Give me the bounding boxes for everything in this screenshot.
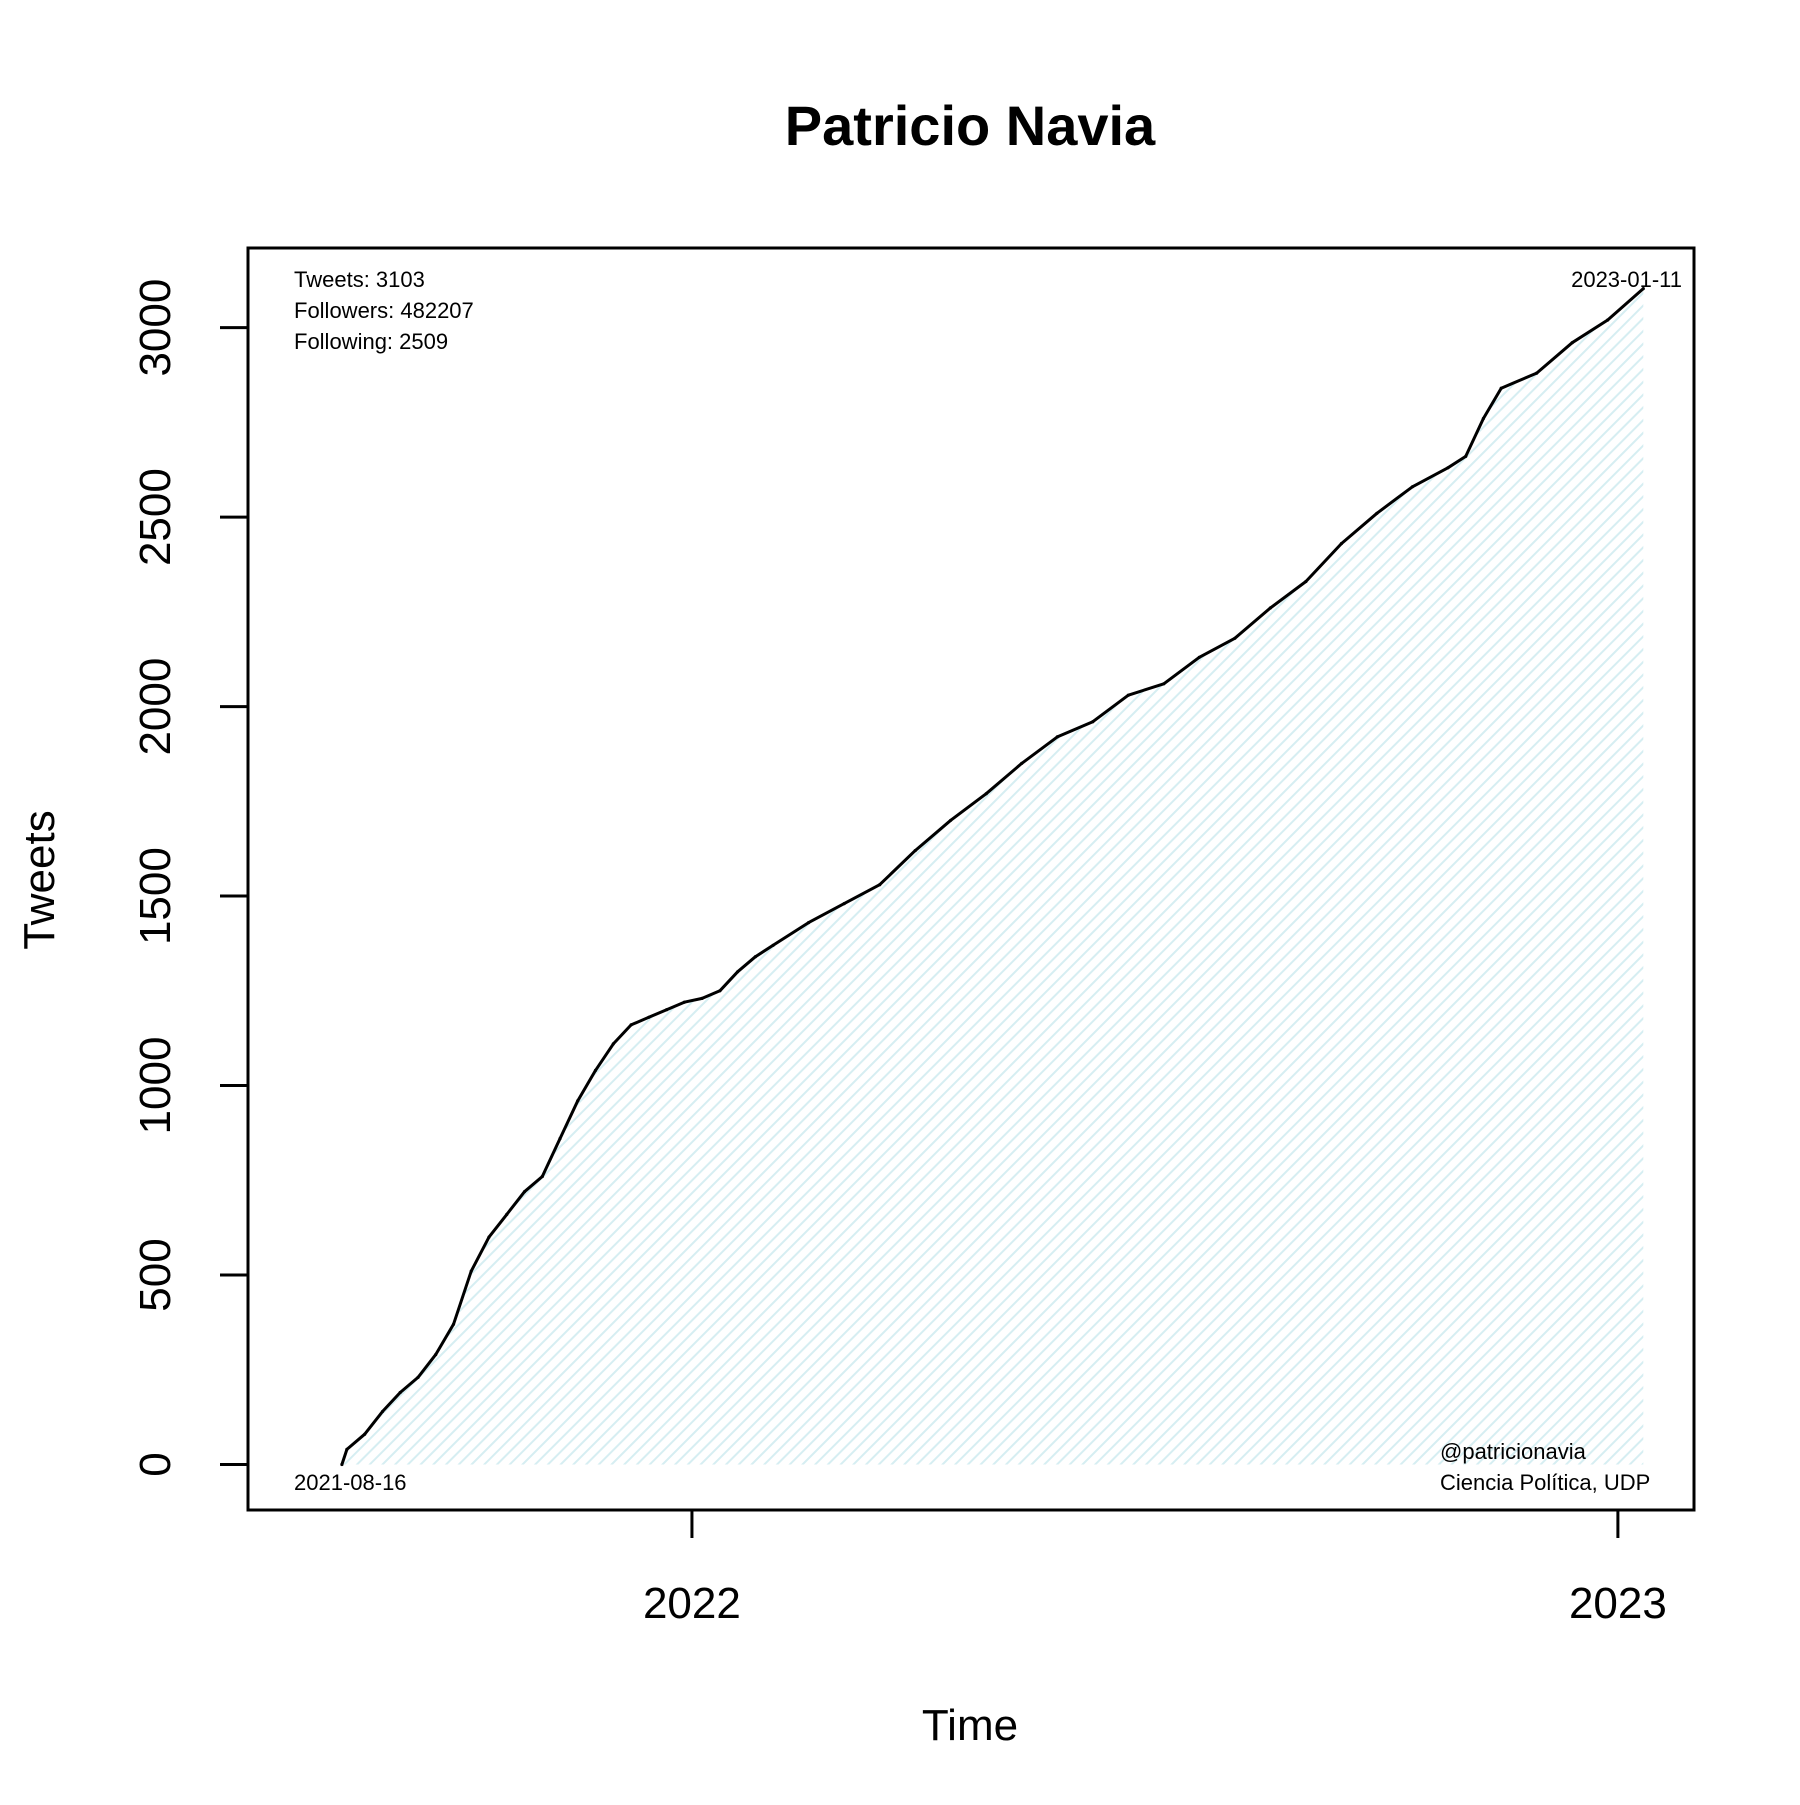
series-point <box>665 1008 669 1012</box>
series-point <box>340 1462 344 1467</box>
x-tick-label: 2023 <box>1569 1579 1667 1628</box>
series-point <box>416 1375 420 1379</box>
series-point <box>1499 386 1503 390</box>
series-point <box>1126 693 1130 697</box>
series-point <box>1091 720 1095 724</box>
y-tick-label: 500 <box>131 1238 180 1311</box>
series-point <box>1233 636 1237 640</box>
chart-title: Patricio Navia <box>785 94 1156 157</box>
series-point <box>1197 655 1201 659</box>
series-point <box>718 989 722 993</box>
affiliation-annotation: Ciencia Política, UDP <box>1440 1470 1650 1495</box>
series-point <box>647 1015 651 1019</box>
series-point <box>593 1068 598 1072</box>
series-point <box>1446 466 1450 470</box>
series-point <box>913 849 917 853</box>
series-point <box>700 996 704 1001</box>
handle-annotation: @patricionavia <box>1440 1439 1587 1464</box>
series-point <box>558 1137 562 1141</box>
series-point <box>469 1269 473 1273</box>
series-point <box>1464 454 1468 458</box>
y-tick-label: 1000 <box>131 1037 180 1135</box>
series-point <box>1020 761 1024 766</box>
y-tick-label: 2000 <box>131 658 180 756</box>
series-point <box>1570 341 1574 345</box>
tweets-count-annotation: Tweets: 3103 <box>294 267 425 292</box>
series-point <box>363 1432 367 1436</box>
series-point <box>1606 318 1610 322</box>
series-point <box>878 883 882 887</box>
series-point <box>1641 287 1645 291</box>
series-point <box>736 970 740 974</box>
series-point <box>380 1409 385 1414</box>
series-line <box>340 287 1645 1465</box>
series-point <box>1268 606 1272 610</box>
x-axis-label: Time <box>922 1701 1018 1750</box>
series-point <box>1481 416 1485 421</box>
series-point <box>1339 542 1343 546</box>
y-axis-label: Tweets <box>15 810 64 949</box>
series-point <box>984 792 988 796</box>
y-tick-label: 0 <box>131 1452 180 1476</box>
following-count-annotation: Following: 2509 <box>294 329 448 354</box>
series-point <box>1055 735 1059 739</box>
series-area-fill <box>341 288 1644 1465</box>
series-point <box>434 1353 438 1357</box>
series-point <box>540 1174 544 1179</box>
y-tick-label: 3000 <box>131 279 180 377</box>
series-point <box>451 1322 456 1326</box>
series-point <box>842 902 846 906</box>
y-tick-label: 1500 <box>131 847 180 945</box>
series-point <box>1410 485 1414 489</box>
series-point <box>345 1447 349 1451</box>
x-axis: 2022 2023 <box>643 1510 1667 1628</box>
start-date-annotation: 2021-08-16 <box>294 1470 407 1495</box>
series-point <box>949 818 953 822</box>
series-point <box>576 1099 580 1103</box>
y-axis: 0 500 1000 1500 2000 2500 3000 <box>131 279 250 1477</box>
series-point <box>807 921 811 925</box>
series-point <box>398 1390 402 1395</box>
series-points <box>340 287 1645 1467</box>
series-point <box>1304 579 1308 584</box>
series-point <box>1162 682 1166 686</box>
series-point <box>522 1190 527 1194</box>
series-point <box>1535 371 1539 375</box>
series-point <box>753 955 758 959</box>
series-point <box>505 1212 509 1216</box>
series-point <box>682 1000 686 1004</box>
series-point <box>1375 511 1379 515</box>
series-point <box>487 1235 491 1239</box>
series-point <box>611 1042 615 1046</box>
x-tick-label: 2022 <box>643 1579 741 1628</box>
end-date-annotation: 2023-01-11 <box>1571 267 1682 292</box>
followers-count-annotation: Followers: 482207 <box>294 298 474 323</box>
series-point <box>629 1023 633 1027</box>
series-point <box>771 943 775 947</box>
y-tick-label: 2500 <box>131 468 180 566</box>
